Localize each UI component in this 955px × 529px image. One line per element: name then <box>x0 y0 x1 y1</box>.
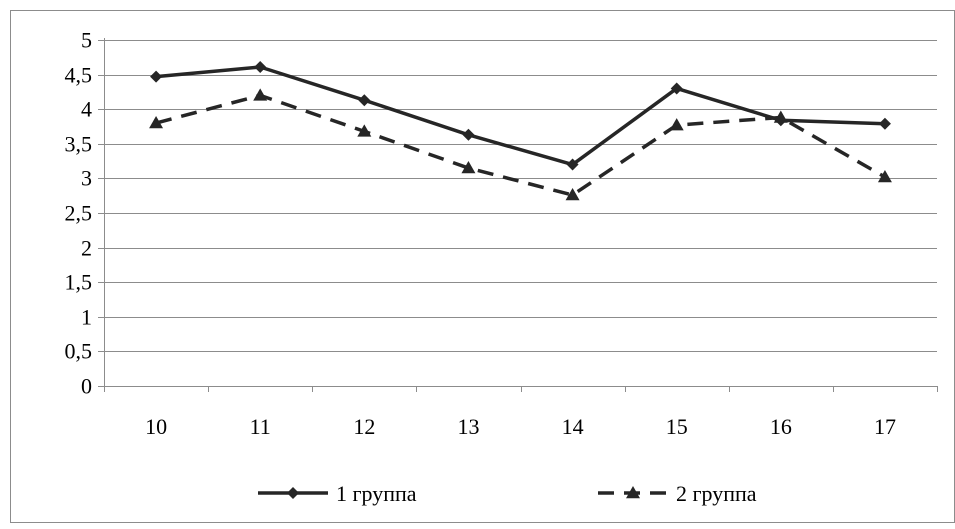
y-tick-label: 5 <box>81 28 92 53</box>
data-point-triangle <box>626 486 640 499</box>
y-tick-label: 2,5 <box>65 201 93 226</box>
y-tick-label: 1 <box>81 305 92 330</box>
data-point-diamond <box>254 60 267 73</box>
data-point-triangle <box>357 124 372 137</box>
x-tick-label: 10 <box>145 414 167 439</box>
data-point-diamond <box>670 82 683 95</box>
data-point-triangle <box>565 188 580 201</box>
y-tick-label: 2 <box>81 236 92 261</box>
data-point-diamond <box>287 487 299 499</box>
y-tick-label: 0 <box>81 374 92 399</box>
data-point-diamond <box>150 70 163 83</box>
data-point-triangle <box>149 116 164 129</box>
x-tick-label: 11 <box>250 414 271 439</box>
y-tick-label: 1,5 <box>65 270 93 295</box>
x-tick-label: 13 <box>457 414 479 439</box>
x-tick-label: 12 <box>353 414 375 439</box>
data-point-triangle <box>877 170 892 183</box>
x-tick-label: 17 <box>874 414 896 439</box>
data-point-diamond <box>462 128 475 141</box>
x-tick-label: 14 <box>562 414 584 439</box>
y-axis-tick-labels: 0 0,5 1 1,5 2 2,5 3 3,5 4 4,5 5 <box>65 28 93 399</box>
y-tick-label: 4 <box>81 97 92 122</box>
data-point-triangle <box>669 118 684 131</box>
chart-border <box>10 10 955 523</box>
legend: 1 группа 2 группа <box>258 481 757 506</box>
series-lines <box>149 60 892 201</box>
series-line <box>155 65 885 167</box>
axes <box>98 38 938 392</box>
x-tick-label: 16 <box>770 414 792 439</box>
y-tick-label: 4,5 <box>65 63 93 88</box>
gridlines <box>104 40 937 352</box>
data-point-triangle <box>253 88 268 101</box>
y-tick-label: 3 <box>81 166 92 191</box>
data-point-diamond <box>358 94 371 107</box>
legend-label: 1 группа <box>336 481 417 506</box>
x-axis-tick-labels: 10 11 12 13 14 15 16 17 <box>145 414 896 439</box>
legend-label: 2 группа <box>676 481 757 506</box>
data-point-diamond <box>774 114 787 127</box>
data-point-triangle <box>461 161 476 174</box>
data-point-diamond <box>566 158 579 171</box>
x-tick-label: 15 <box>666 414 688 439</box>
y-tick-label: 0,5 <box>65 339 93 364</box>
y-tick-label: 3,5 <box>65 132 93 157</box>
data-point-diamond <box>878 117 891 130</box>
